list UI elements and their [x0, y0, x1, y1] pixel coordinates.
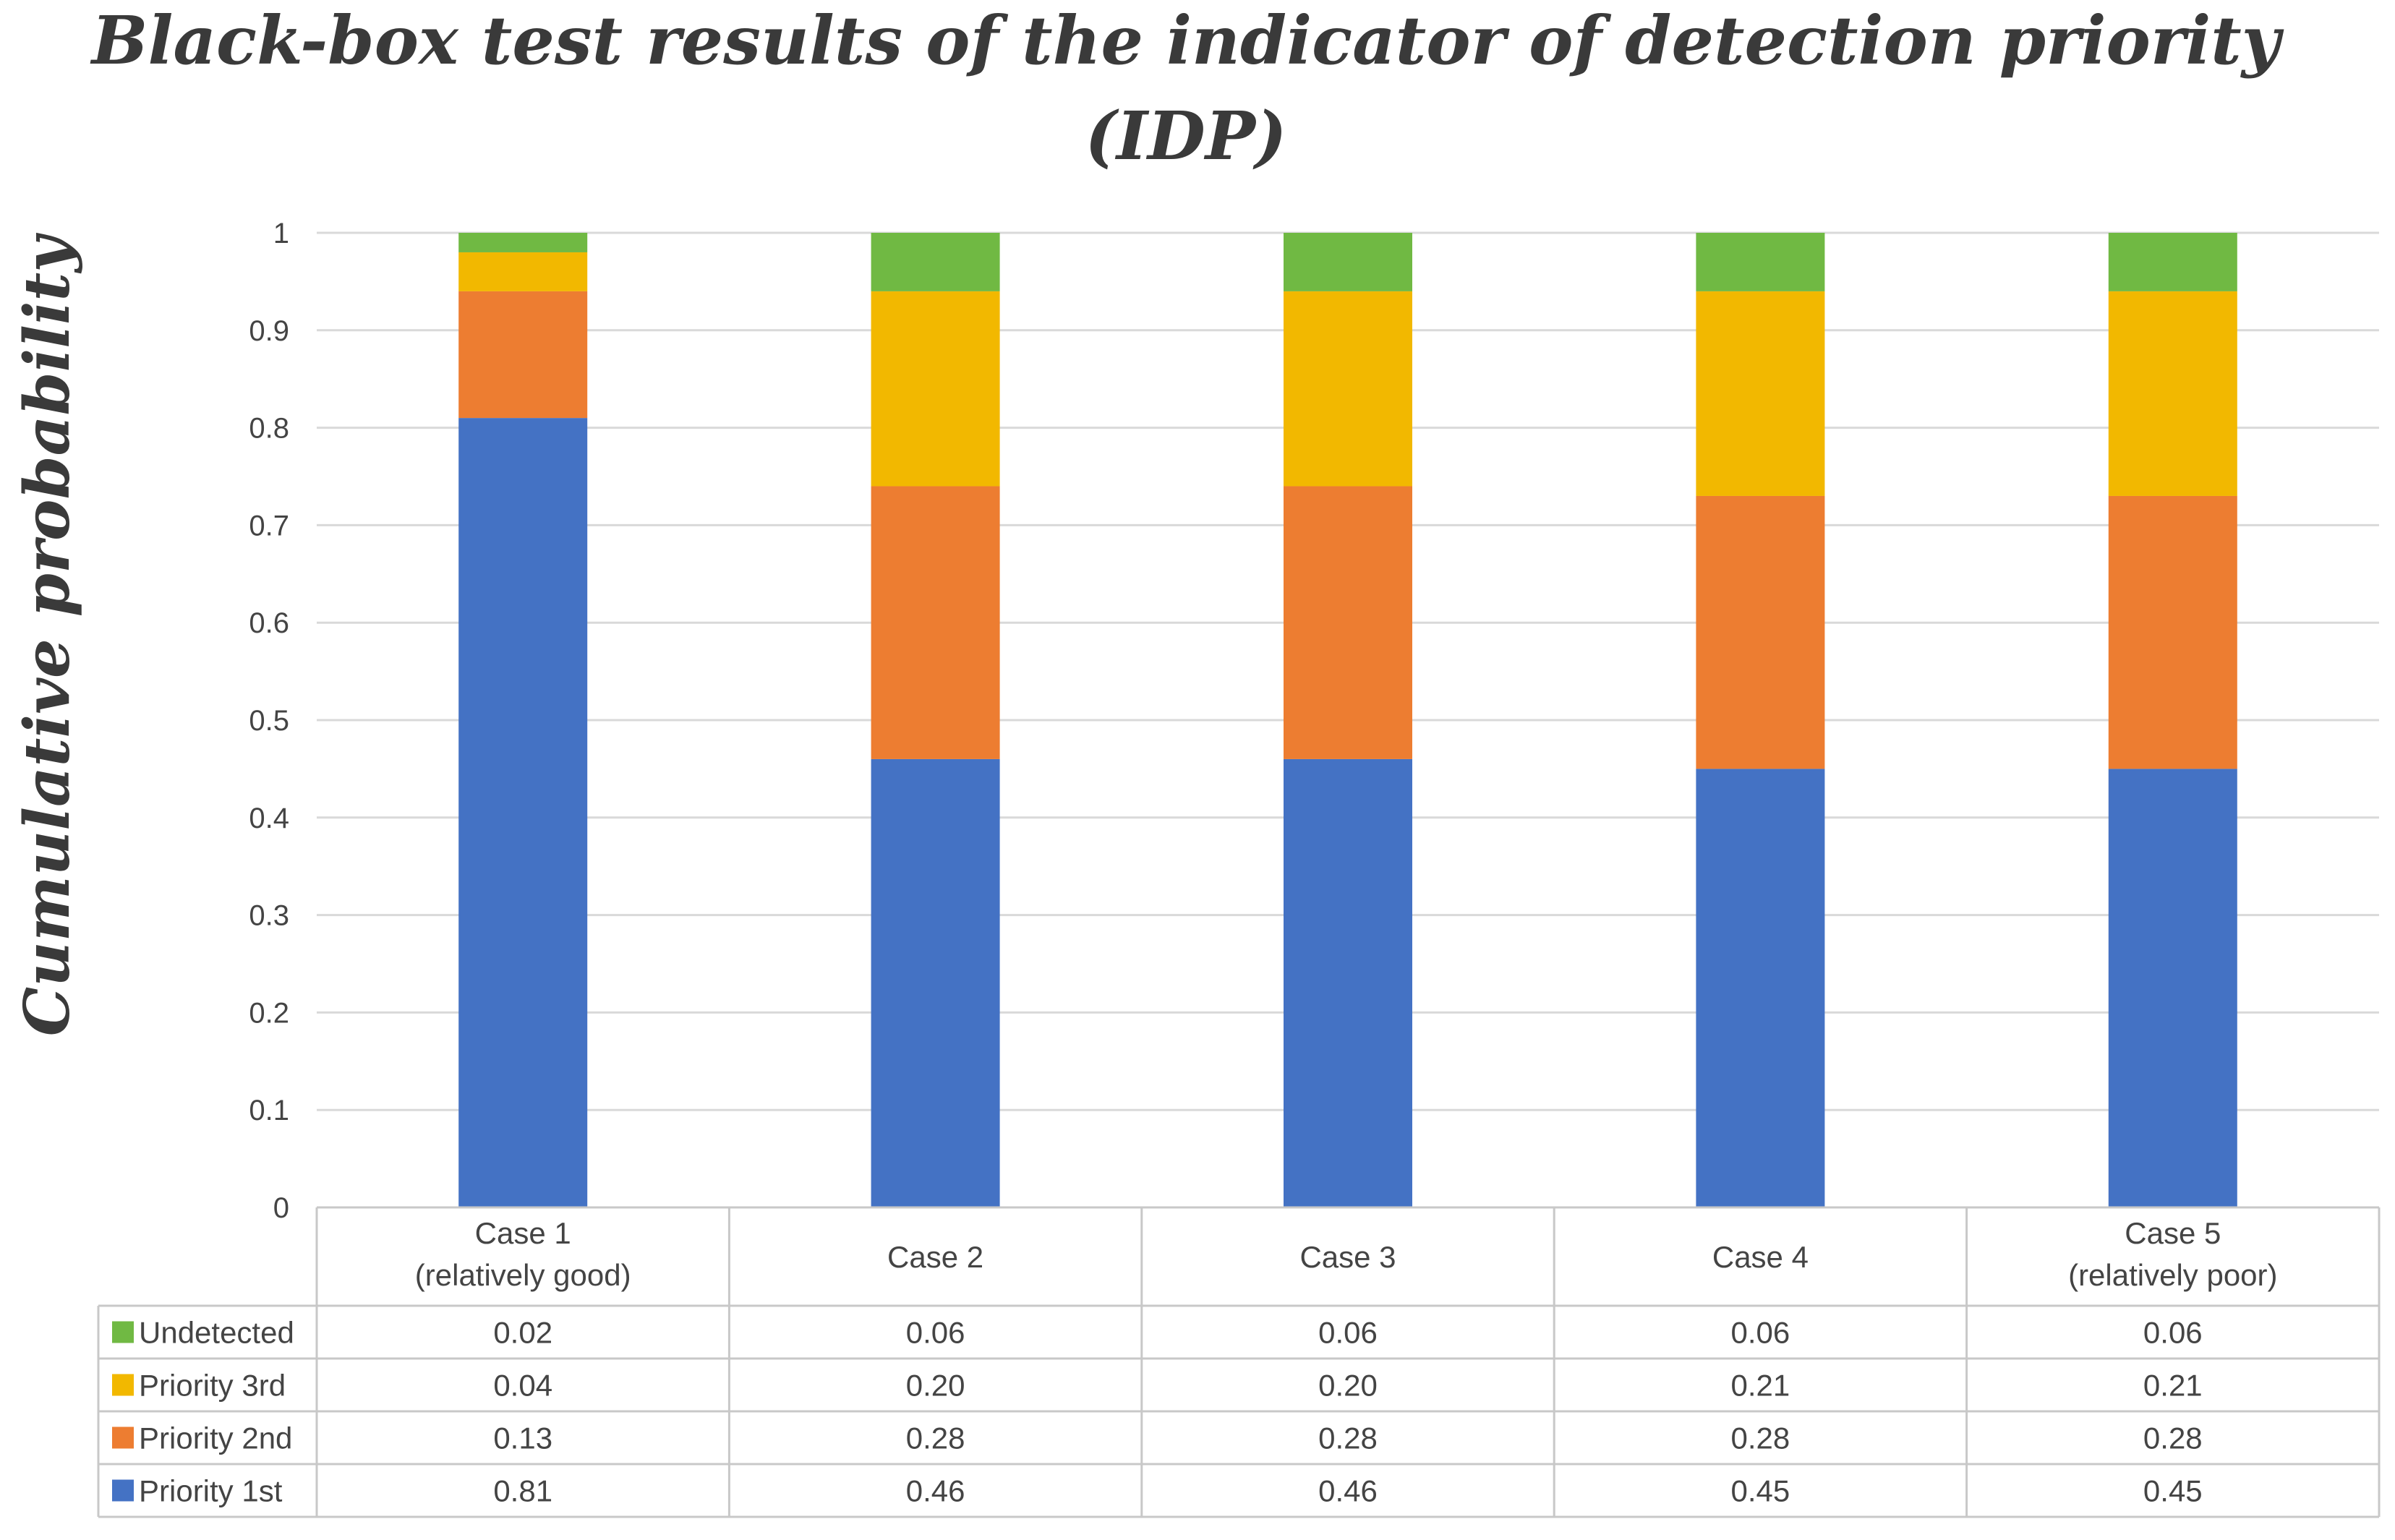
bar-priority-3rd-case-2 — [871, 291, 1000, 487]
data-value: 0.81 — [493, 1474, 552, 1508]
data-value: 0.28 — [906, 1421, 965, 1455]
y-tick-label: 0.8 — [249, 413, 289, 445]
data-value: 0.06 — [1318, 1316, 1378, 1350]
data-value: 0.46 — [1318, 1474, 1378, 1508]
category-label: Case 4 — [1712, 1240, 1809, 1274]
y-tick-label: 1 — [273, 218, 289, 249]
y-tick-label: 0.2 — [249, 997, 289, 1029]
bar-undetected-case-1 — [458, 233, 588, 252]
bar-priority-2nd-case-3 — [1284, 486, 1412, 759]
data-value: 0.45 — [2143, 1474, 2203, 1508]
y-axis-label: Cumulative probability — [11, 233, 84, 1036]
chart-title-line2: (IDP) — [1085, 97, 1286, 175]
bar-priority-2nd-case-2 — [871, 486, 1000, 759]
data-value: 0.28 — [1318, 1421, 1378, 1455]
y-tick-label: 0.7 — [249, 510, 289, 542]
bar-priority-1st-case-2 — [871, 758, 1000, 1207]
bar-priority-1st-case-4 — [1696, 769, 1825, 1207]
bar-priority-1st-case-3 — [1284, 758, 1412, 1207]
legend-label: Priority 3rd — [139, 1369, 286, 1403]
bar-priority-1st-case-1 — [458, 418, 588, 1207]
data-value: 0.06 — [906, 1316, 965, 1350]
data-value: 0.13 — [493, 1421, 552, 1455]
bar-undetected-case-3 — [1284, 233, 1412, 291]
y-tick-label: 0.6 — [249, 607, 289, 639]
legend-label: Undetected — [139, 1316, 294, 1350]
category-label: Case 5 — [2125, 1216, 2221, 1250]
bar-priority-2nd-case-1 — [458, 291, 588, 419]
category-label: Case 3 — [1299, 1240, 1396, 1274]
y-tick-label: 0 — [273, 1192, 289, 1224]
data-value: 0.06 — [1731, 1316, 1790, 1350]
data-value: 0.28 — [1731, 1421, 1790, 1455]
bar-undetected-case-2 — [871, 233, 1000, 291]
legend-label: Priority 1st — [139, 1474, 283, 1508]
y-tick-label: 0.1 — [249, 1095, 289, 1126]
data-value: 0.21 — [2143, 1369, 2203, 1403]
bars — [458, 233, 2237, 1207]
bar-priority-3rd-case-5 — [2108, 291, 2237, 496]
data-value: 0.02 — [493, 1316, 552, 1350]
bar-priority-2nd-case-4 — [1696, 495, 1825, 769]
bar-undetected-case-4 — [1696, 233, 1825, 291]
y-tick-label: 0.5 — [249, 705, 289, 737]
y-axis-ticks: 0 0.1 0.2 0.3 0.4 0.5 0.6 0.7 0.8 0.9 1 — [249, 218, 289, 1224]
category-label: Case 2 — [887, 1240, 983, 1274]
data-value: 0.45 — [1731, 1474, 1790, 1508]
data-value: 0.28 — [2143, 1421, 2203, 1455]
data-value: 0.46 — [906, 1474, 965, 1508]
chart-title-line1: Black-box test results of the indicator … — [90, 1, 2284, 80]
bar-undetected-case-5 — [2108, 233, 2237, 291]
category-label: Case 1 — [475, 1216, 571, 1250]
bar-priority-2nd-case-5 — [2108, 495, 2237, 769]
bar-priority-1st-case-5 — [2108, 769, 2237, 1207]
legend-label: Priority 2nd — [139, 1421, 292, 1455]
data-value: 0.20 — [906, 1369, 965, 1403]
data-value: 0.20 — [1318, 1369, 1378, 1403]
data-table: Case 1 (relatively good) Case 2 Case 3 Case … — [97, 1206, 2381, 1518]
bar-priority-3rd-case-1 — [458, 252, 588, 291]
data-value: 0.06 — [2143, 1316, 2203, 1350]
legend-swatch — [112, 1426, 134, 1449]
bar-priority-3rd-case-4 — [1696, 291, 1825, 496]
y-tick-label: 0.4 — [249, 803, 289, 834]
category-label: (relatively good) — [415, 1258, 631, 1292]
data-value: 0.04 — [493, 1369, 552, 1403]
category-label: (relatively poor) — [2068, 1258, 2277, 1292]
legend-swatch — [112, 1321, 134, 1343]
legend-swatch — [112, 1374, 134, 1396]
y-tick-label: 0.3 — [249, 900, 289, 932]
data-value: 0.21 — [1731, 1369, 1790, 1403]
y-tick-label: 0.9 — [249, 315, 289, 347]
legend-swatch — [112, 1479, 134, 1502]
bar-priority-3rd-case-3 — [1284, 291, 1412, 487]
